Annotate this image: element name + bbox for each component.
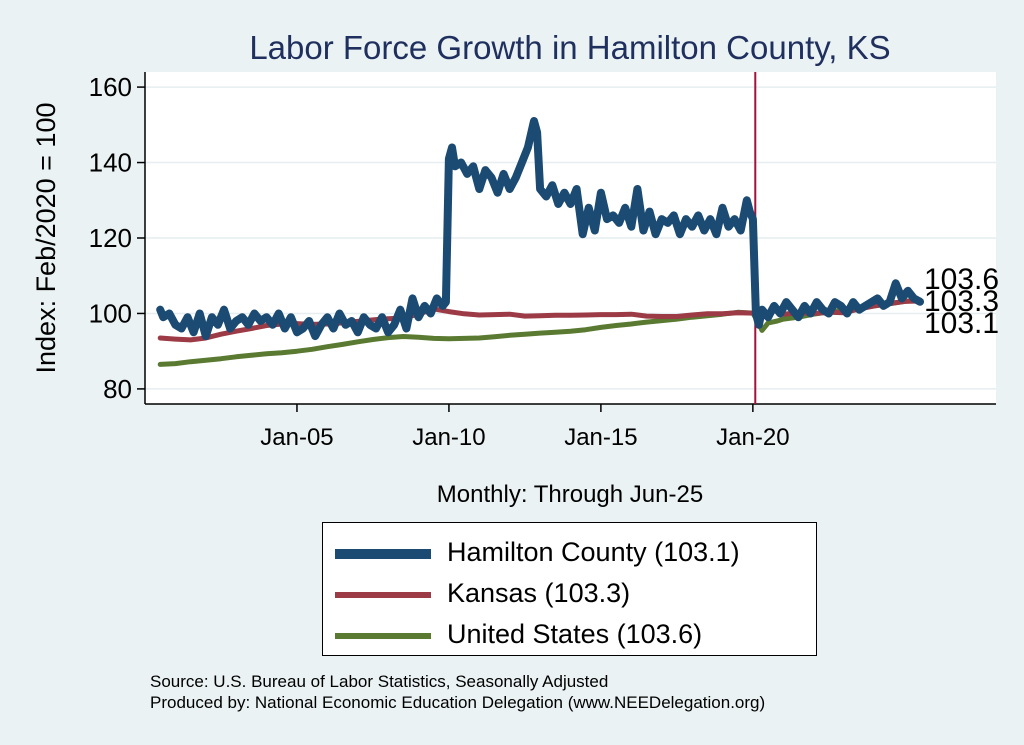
legend-swatch-hamilton — [335, 549, 431, 559]
legend-item: Kansas (103.3) — [323, 574, 816, 614]
produced-by-note: Produced by: National Economic Education… — [150, 693, 766, 712]
x-tick-label: Jan-20 — [716, 424, 789, 451]
y-tick-label: 160 — [89, 72, 132, 102]
source-note: Source: U.S. Bureau of Labor Statistics,… — [150, 672, 609, 691]
end-value-label: 103.3 — [924, 285, 999, 318]
legend-label-us: United States (103.6) — [447, 619, 703, 649]
x-tick-label: Jan-10 — [412, 424, 485, 451]
series-line-us — [157, 297, 923, 367]
chart-title: Labor Force Growth in Hamilton County, K… — [249, 29, 890, 66]
end-value-label: 103.1 — [924, 307, 999, 340]
legend: Hamilton County (103.1) Kansas (103.3) U… — [322, 522, 817, 656]
series-line-hamilton — [156, 117, 924, 341]
y-tick-label: 80 — [103, 374, 132, 404]
x-ticks: Jan-05 Jan-10 Jan-15 Jan-20 — [260, 404, 790, 451]
legend-label-hamilton: Hamilton County (103.1) — [447, 537, 740, 567]
legend-swatch-kansas — [335, 592, 431, 598]
legend-label-kansas: Kansas (103.3) — [447, 578, 631, 608]
x-axis-label: Monthly: Through Jun-25 — [437, 481, 703, 508]
x-tick-label: Jan-15 — [564, 424, 637, 451]
x-tick-label: Jan-05 — [260, 424, 333, 451]
y-tick-label: 120 — [89, 223, 132, 253]
end-value-label: 103.6 — [924, 263, 999, 296]
series-group — [156, 117, 924, 367]
y-axis-label: Index: Feb/2020 = 100 — [31, 103, 61, 374]
legend-swatch-us — [335, 633, 431, 639]
legend-item: Hamilton County (103.1) — [323, 533, 816, 573]
y-tick-label: 140 — [89, 148, 132, 178]
y-tick-label: 100 — [89, 298, 132, 328]
legend-item: United States (103.6) — [323, 615, 816, 655]
y-ticks: 80 100 120 140 160 — [89, 72, 145, 404]
